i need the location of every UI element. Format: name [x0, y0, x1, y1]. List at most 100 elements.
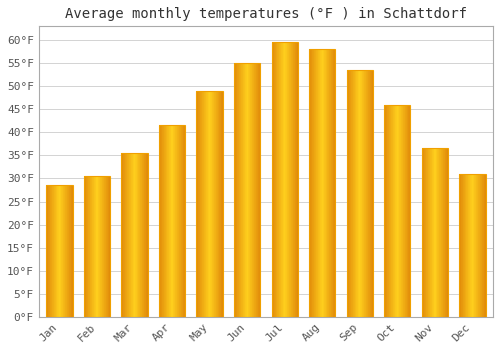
Bar — [331, 49, 332, 317]
Bar — [54, 186, 55, 317]
Bar — [369, 70, 370, 317]
Bar — [198, 91, 199, 317]
Bar — [106, 176, 107, 317]
Bar — [165, 125, 166, 317]
Bar — [102, 176, 103, 317]
Bar — [160, 125, 161, 317]
Bar — [310, 49, 311, 317]
Bar — [141, 153, 142, 317]
Bar — [278, 42, 279, 317]
Bar — [200, 91, 201, 317]
Bar — [478, 174, 479, 317]
Bar — [284, 42, 286, 317]
Bar — [286, 42, 288, 317]
Bar — [103, 176, 104, 317]
Bar — [167, 125, 168, 317]
Bar — [164, 125, 165, 317]
Bar — [97, 176, 98, 317]
Bar — [357, 70, 358, 317]
Bar — [234, 63, 260, 317]
Bar — [385, 105, 386, 317]
Bar — [443, 148, 444, 317]
Bar — [126, 153, 128, 317]
Bar — [163, 125, 164, 317]
Bar — [483, 174, 484, 317]
Bar — [406, 105, 407, 317]
Bar — [477, 174, 478, 317]
Bar — [409, 105, 410, 317]
Bar — [274, 42, 275, 317]
Bar — [256, 63, 257, 317]
Bar — [430, 148, 431, 317]
Bar — [132, 153, 133, 317]
Bar — [398, 105, 400, 317]
Bar — [356, 70, 357, 317]
Bar — [328, 49, 329, 317]
Bar — [294, 42, 295, 317]
Bar — [309, 49, 336, 317]
Bar — [391, 105, 392, 317]
Bar — [396, 105, 398, 317]
Bar — [315, 49, 316, 317]
Bar — [444, 148, 446, 317]
Bar — [472, 174, 473, 317]
Bar — [62, 186, 64, 317]
Bar — [460, 174, 485, 317]
Bar — [52, 186, 53, 317]
Bar — [218, 91, 219, 317]
Bar — [122, 153, 124, 317]
Bar — [387, 105, 388, 317]
Bar — [324, 49, 325, 317]
Bar — [292, 42, 293, 317]
Bar — [53, 186, 54, 317]
Bar — [365, 70, 366, 317]
Bar — [213, 91, 214, 317]
Bar — [254, 63, 255, 317]
Bar — [101, 176, 102, 317]
Bar — [174, 125, 176, 317]
Bar — [209, 91, 210, 317]
Bar — [475, 174, 476, 317]
Bar — [355, 70, 356, 317]
Bar — [182, 125, 183, 317]
Bar — [436, 148, 437, 317]
Bar — [95, 176, 96, 317]
Bar — [480, 174, 481, 317]
Bar — [210, 91, 211, 317]
Bar — [204, 91, 205, 317]
Bar — [255, 63, 256, 317]
Bar — [314, 49, 315, 317]
Bar — [50, 186, 51, 317]
Bar — [358, 70, 359, 317]
Bar — [207, 91, 208, 317]
Bar — [327, 49, 328, 317]
Bar — [432, 148, 433, 317]
Bar — [470, 174, 471, 317]
Bar — [428, 148, 429, 317]
Bar — [329, 49, 330, 317]
Bar — [244, 63, 245, 317]
Bar — [350, 70, 351, 317]
Bar — [250, 63, 251, 317]
Bar — [462, 174, 463, 317]
Bar — [482, 174, 483, 317]
Bar — [196, 91, 223, 317]
Bar — [275, 42, 276, 317]
Bar — [439, 148, 440, 317]
Bar — [109, 176, 110, 317]
Bar — [107, 176, 108, 317]
Bar — [211, 91, 212, 317]
Bar — [205, 91, 206, 317]
Bar — [58, 186, 59, 317]
Bar — [363, 70, 364, 317]
Bar — [253, 63, 254, 317]
Bar — [362, 70, 363, 317]
Bar — [240, 63, 241, 317]
Bar — [138, 153, 139, 317]
Bar — [282, 42, 284, 317]
Bar — [330, 49, 331, 317]
Bar — [319, 49, 320, 317]
Bar — [441, 148, 442, 317]
Bar — [468, 174, 469, 317]
Bar — [206, 91, 207, 317]
